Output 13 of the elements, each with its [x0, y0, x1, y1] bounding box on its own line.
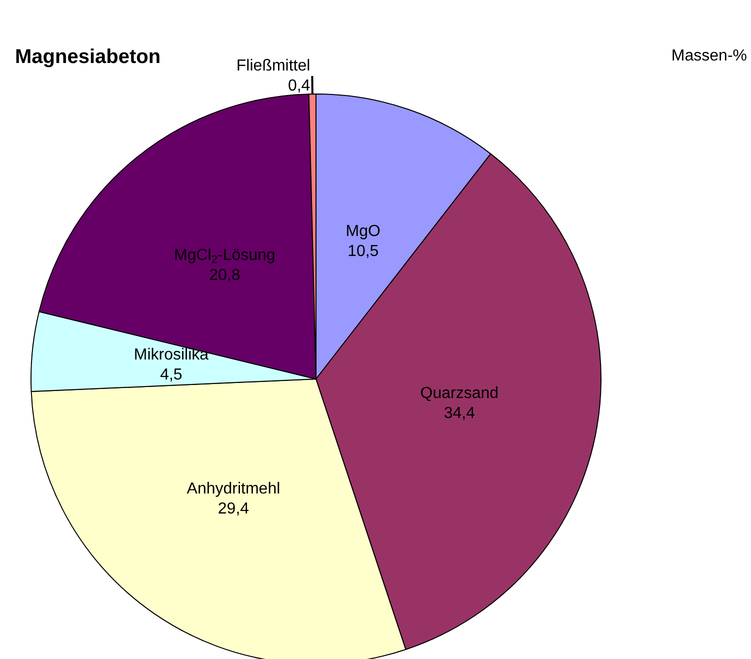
- data-label: 0,4: [288, 78, 310, 95]
- slice-label: Quarzsand: [420, 385, 499, 402]
- slice-label: Fließmittel: [236, 58, 310, 75]
- text: Massen-%: [671, 48, 747, 64]
- data-label: 29,4: [218, 500, 250, 518]
- data-label: 34,4: [444, 405, 476, 422]
- slice-label: MgO: [346, 222, 380, 240]
- data-label: 4,5: [160, 366, 182, 384]
- data-label: 10,5: [348, 242, 379, 260]
- slice-label: Mikrosilika: [134, 346, 209, 364]
- data-label: 20,8: [209, 267, 240, 284]
- chart-title: Magnesiabeton: [15, 46, 161, 68]
- slice-label: Anhydritmehl: [186, 480, 280, 498]
